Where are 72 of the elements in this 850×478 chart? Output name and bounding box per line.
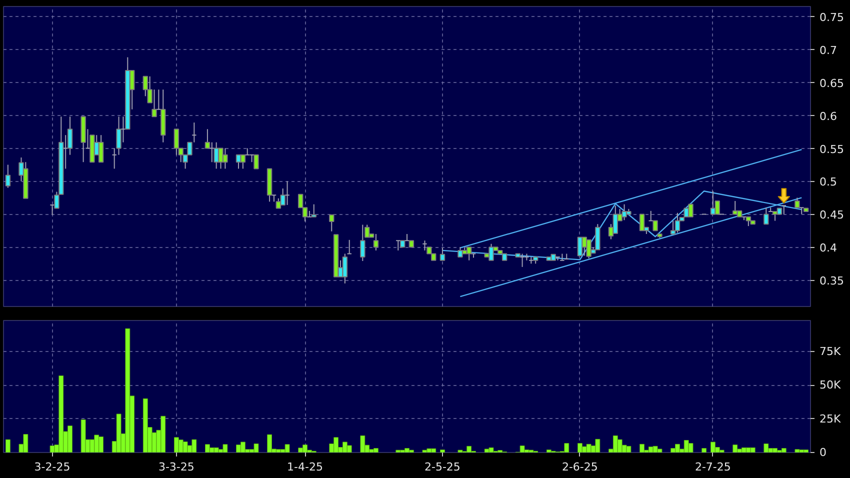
- candlestick: [174, 128, 180, 156]
- bar: [408, 450, 414, 452]
- candlestick: [329, 214, 334, 232]
- bar: [794, 449, 800, 452]
- candlestick: [311, 204, 316, 218]
- candlestick: [342, 253, 348, 284]
- candlestick: [373, 233, 379, 251]
- y-tick-label: 0.5: [820, 176, 837, 189]
- candlestick: [240, 154, 246, 170]
- bar: [440, 450, 445, 452]
- y-tick-label: 0.55: [820, 142, 844, 156]
- candlestick: [254, 154, 259, 170]
- x-tick-label: 2-7-25: [694, 460, 731, 474]
- bar: [284, 444, 290, 452]
- bar: [116, 414, 122, 452]
- bar: [577, 443, 582, 452]
- candlestick: [714, 200, 720, 215]
- candlestick: [276, 198, 282, 209]
- bar: [5, 439, 10, 452]
- y-tick-label: 50K: [820, 378, 842, 392]
- candlestick: [674, 212, 680, 234]
- bar: [488, 447, 494, 452]
- candlestick: [5, 164, 11, 188]
- bar: [360, 435, 366, 452]
- bar: [640, 444, 644, 452]
- y-tick-label: 0.65: [820, 76, 844, 90]
- bar: [781, 448, 786, 452]
- y-tick-label: 0.4: [820, 242, 837, 255]
- candlestick: [577, 236, 583, 256]
- bar: [702, 448, 707, 452]
- bar: [373, 448, 378, 452]
- bar: [657, 448, 662, 452]
- bar: [205, 444, 210, 452]
- x-tick-label: 3-2-25: [34, 460, 70, 474]
- bar: [732, 444, 738, 452]
- bar: [254, 443, 259, 452]
- candlestick: [652, 220, 658, 232]
- bar: [50, 446, 55, 452]
- y-tick-label: 0.75: [820, 10, 844, 24]
- candlestick: [764, 207, 769, 225]
- candlestick: [360, 224, 366, 262]
- bar: [520, 446, 525, 452]
- bar: [458, 450, 463, 452]
- bar: [719, 450, 724, 452]
- candlestick: [466, 246, 472, 261]
- bar: [267, 434, 272, 452]
- bar: [670, 448, 676, 452]
- bar: [80, 419, 86, 452]
- candlestick: [794, 197, 800, 208]
- candlestick: [458, 246, 463, 258]
- bar: [750, 447, 756, 452]
- y-tick-label: 0: [820, 446, 826, 459]
- x-tick-label: 2-5-25: [424, 460, 460, 474]
- candlestick: [98, 134, 104, 163]
- bar: [688, 443, 694, 452]
- candlestick: [440, 247, 446, 261]
- y-tick-label: 0.6: [820, 110, 837, 123]
- y-tick-label: 25K: [820, 412, 842, 426]
- x-tick-label: 2-6-25: [562, 460, 598, 474]
- candlestick: [746, 216, 752, 227]
- bar: [764, 443, 769, 452]
- candlestick: [639, 214, 645, 232]
- y-tick-label: 0.45: [820, 208, 844, 222]
- bar: [346, 445, 352, 452]
- y-tick-label: 75K: [820, 344, 842, 358]
- bar: [276, 449, 281, 452]
- bar: [240, 442, 246, 452]
- x-tick-label: 3-3-25: [158, 460, 194, 474]
- y-tick-label: 0.7: [820, 44, 837, 57]
- x-tick-label: 1-4-25: [287, 460, 323, 474]
- y-tick-label: 0.35: [820, 274, 844, 288]
- bar: [298, 448, 304, 452]
